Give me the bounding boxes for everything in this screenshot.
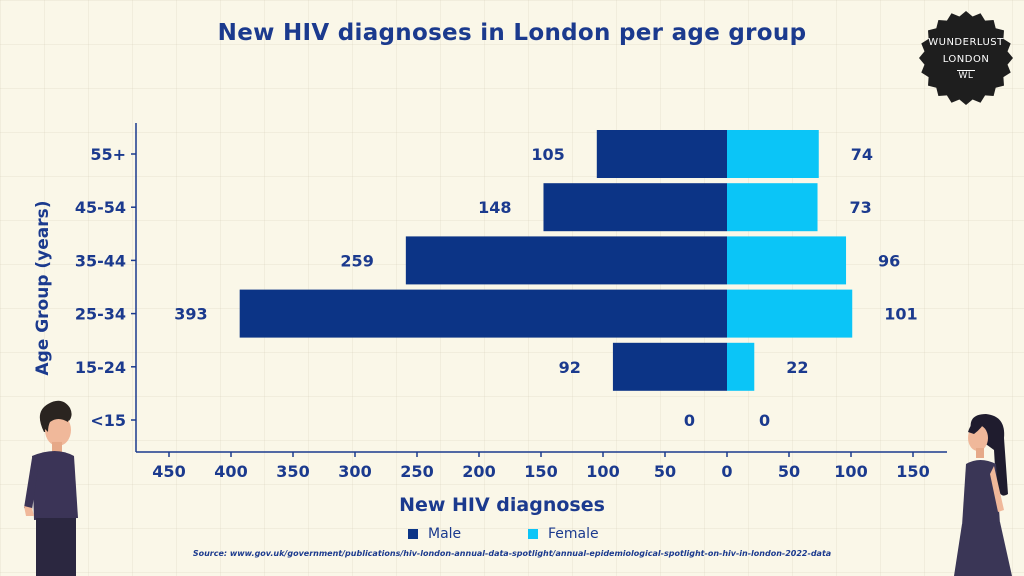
y-tick-label-4: 15-24: [75, 358, 126, 377]
source-note: Source: www.gov.uk/government/publicatio…: [192, 549, 832, 558]
bar-female-4: [727, 342, 755, 391]
bar-female-3: [727, 289, 853, 338]
bar-male-3: [239, 289, 727, 338]
x-tick-label-2: 350: [276, 462, 309, 481]
value-label-male-1: 148: [478, 198, 511, 217]
x-tick-label-5: 200: [462, 462, 495, 481]
x-tick-label-3: 300: [338, 462, 371, 481]
value-label-male-0: 105: [531, 145, 564, 164]
value-label-female-4: 22: [786, 358, 808, 377]
x-tick-label-4: 250: [400, 462, 433, 481]
x-tick-label-6: 150: [524, 462, 557, 481]
bar-male-2: [405, 236, 727, 285]
x-tick-label-9: 0: [721, 462, 732, 481]
x-axis-label: New HIV diagnoses: [399, 494, 605, 516]
bar-female-2: [727, 236, 847, 285]
logo-mark: WL: [956, 70, 976, 81]
wunderlust-london-logo: WUNDERLUST LONDON WL: [918, 10, 1014, 106]
y-tick-label-1: 45-54: [75, 198, 126, 217]
woman-illustration: [954, 414, 1012, 576]
bar-male-1: [543, 183, 727, 232]
value-label-female-2: 96: [878, 251, 900, 270]
legend-item-female: Female: [528, 526, 648, 542]
value-label-female-0: 74: [851, 145, 873, 164]
y-tick-label-5: <15: [90, 411, 126, 430]
legend-swatch-female: [528, 529, 538, 539]
value-label-female-1: 73: [850, 198, 872, 217]
value-label-male-5: 0: [684, 411, 695, 430]
value-label-male-2: 259: [340, 251, 373, 270]
y-tick-label-0: 55+: [90, 145, 126, 164]
x-tick-label-12: 150: [896, 462, 929, 481]
x-tick-label-8: 50: [654, 462, 676, 481]
legend: Male Female: [408, 526, 648, 542]
chart-title: New HIV diagnoses in London per age grou…: [217, 20, 807, 46]
logo-badge-shape: [919, 11, 1013, 105]
value-label-female-3: 101: [884, 305, 917, 324]
bar-male-0: [596, 130, 727, 178]
x-tick-label-10: 50: [778, 462, 800, 481]
x-tick-label-7: 100: [586, 462, 619, 481]
value-label-male-4: 92: [559, 358, 581, 377]
bar-male-4: [612, 342, 727, 391]
logo-line-1: WUNDERLUST: [928, 37, 1004, 48]
y-axis-label: Age Group (years): [33, 200, 53, 376]
y-tick-label-3: 25-34: [75, 305, 126, 324]
bar-female-1: [727, 183, 818, 232]
legend-swatch-male: [408, 529, 418, 539]
value-label-male-3: 393: [174, 305, 207, 324]
legend-label-male: Male: [428, 526, 462, 542]
legend-item-male: Male: [408, 526, 528, 542]
y-tick-label-2: 35-44: [75, 251, 126, 270]
value-label-female-5: 0: [759, 411, 770, 430]
logo-line-2: LONDON: [942, 54, 990, 65]
x-tick-label-0: 450: [152, 462, 185, 481]
bar-female-0: [727, 130, 819, 178]
man-illustration: [24, 400, 78, 576]
x-tick-label-11: 100: [834, 462, 867, 481]
x-tick-label-1: 400: [214, 462, 247, 481]
legend-label-female: Female: [548, 526, 599, 542]
